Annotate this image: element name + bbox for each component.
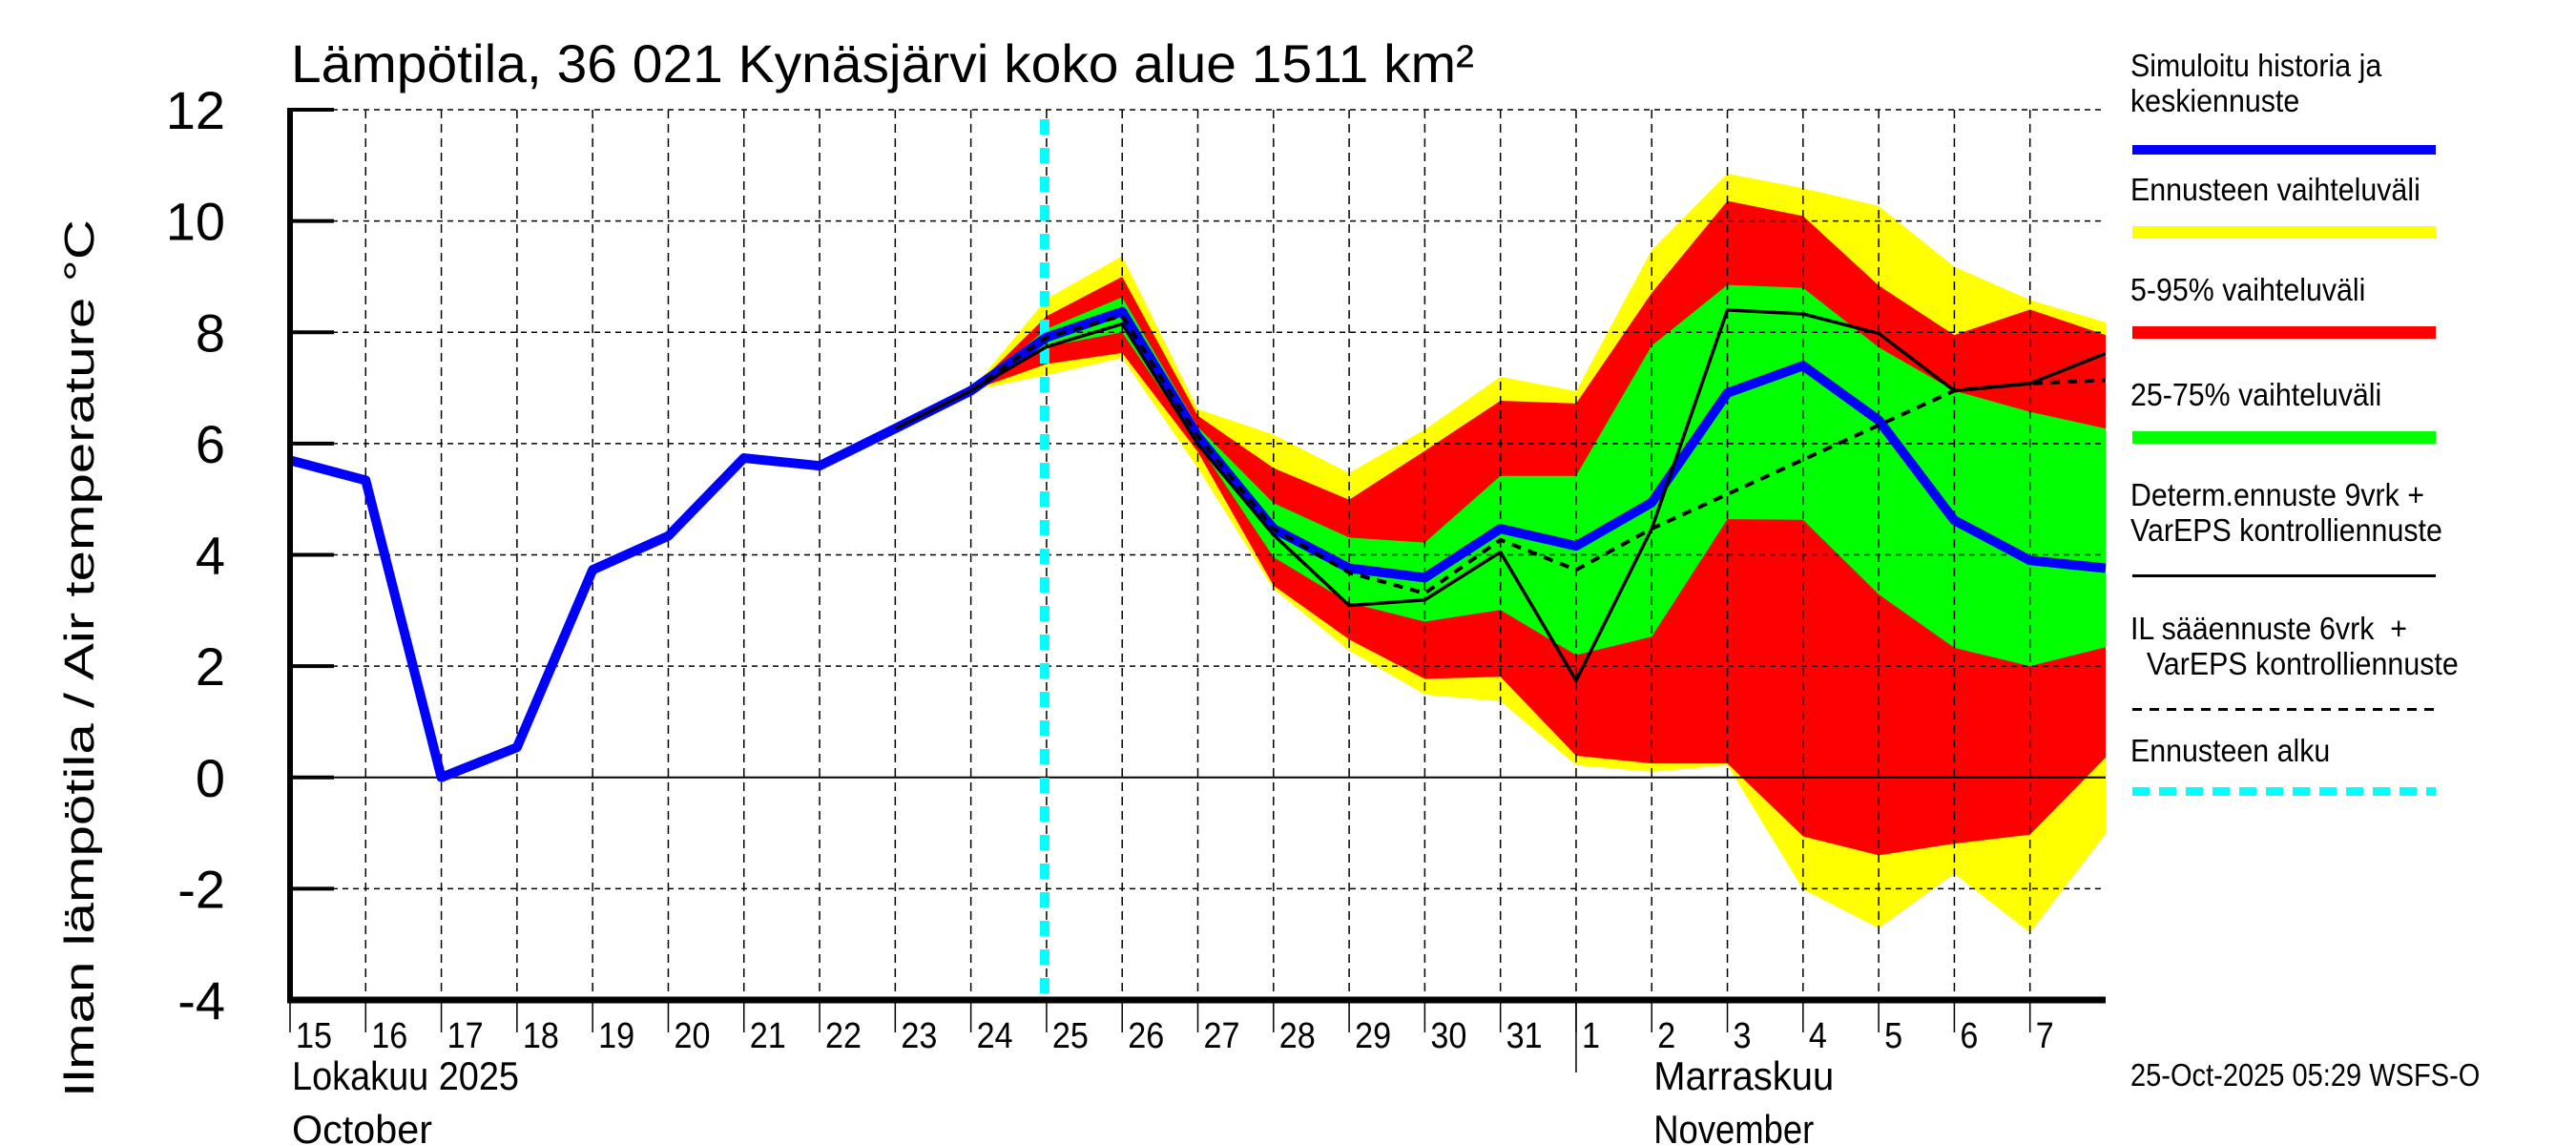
x-tick-label: 5 xyxy=(1884,1016,1902,1056)
legend-swatch xyxy=(2132,226,2436,239)
legend-item: Simuloitu historia ja keskiennuste xyxy=(2130,48,2550,155)
x-tick-label: 21 xyxy=(750,1016,786,1056)
x-tick-label: 7 xyxy=(2036,1016,2054,1056)
determ-forecast-line xyxy=(894,308,2107,683)
legend-label: Simuloitu historia ja keskiennuste xyxy=(2130,48,2382,118)
legend-label: 25-75% vaihteluväli xyxy=(2130,377,2382,412)
month-label: October xyxy=(292,1107,432,1145)
x-tick-label: 20 xyxy=(674,1016,710,1056)
x-tick-label: 16 xyxy=(371,1016,407,1056)
legend-label: Ennusteen vaihteluväli xyxy=(2130,172,2420,207)
month-label: Marraskuu xyxy=(1653,1053,1834,1098)
y-axis-label: Ilman lämpötila / Air temperature °C xyxy=(56,219,103,1097)
legend-swatch xyxy=(2132,574,2436,577)
legend-swatch xyxy=(2132,431,2436,444)
x-tick-label: 25 xyxy=(1052,1016,1089,1056)
x-tick-label: 24 xyxy=(977,1016,1013,1056)
x-tick-label: 1 xyxy=(1582,1016,1600,1056)
grid-layer xyxy=(290,109,2106,1000)
x-tick-label: 3 xyxy=(1734,1016,1752,1056)
y-tick-label: 4 xyxy=(196,526,225,586)
il-forecast-line xyxy=(969,313,2107,595)
legend-item: Ennusteen alku xyxy=(2130,733,2550,796)
x-tick-label: 6 xyxy=(1960,1016,1978,1056)
y-tick-label: 6 xyxy=(196,414,225,474)
y-tick-label: 10 xyxy=(166,192,225,252)
x-tick-label: 29 xyxy=(1355,1016,1391,1056)
x-tick-label: 15 xyxy=(296,1016,332,1056)
legend-item: Ennusteen vaihteluväli xyxy=(2130,172,2550,239)
x-tick-label: 22 xyxy=(825,1016,862,1056)
x-tick-label: 26 xyxy=(1128,1016,1164,1056)
timestamp: 25-Oct-2025 05:29 WSFS-O xyxy=(2130,1057,2481,1093)
y-tick-label: -2 xyxy=(177,859,225,919)
legend-swatch xyxy=(2132,708,2436,711)
y-tick-label: 12 xyxy=(166,80,225,140)
x-tick-label: 30 xyxy=(1430,1016,1466,1056)
x-tick-label: 2 xyxy=(1657,1016,1675,1056)
x-tick-label: 28 xyxy=(1279,1016,1316,1056)
legend-swatch xyxy=(2132,326,2436,339)
legend-label: 5-95% vaihteluväli xyxy=(2130,272,2366,307)
legend-label: Determ.ennuste 9vrk + VarEPS kontrollien… xyxy=(2130,477,2442,548)
y-tick-label: 2 xyxy=(196,636,225,697)
x-tick-label: 19 xyxy=(598,1016,634,1056)
month-label: Lokakuu 2025 xyxy=(292,1053,519,1098)
legend-item: Determ.ennuste 9vrk + VarEPS kontrollien… xyxy=(2130,477,2550,577)
month-label: November xyxy=(1653,1107,1814,1145)
y-tick-label: 0 xyxy=(196,748,225,808)
y-tick-label: -4 xyxy=(177,970,225,1030)
x-tick-label: 17 xyxy=(447,1016,484,1056)
legend-item: 5-95% vaihteluväli xyxy=(2130,272,2550,339)
legend-swatch xyxy=(2132,787,2436,796)
x-tick-label: 23 xyxy=(901,1016,937,1056)
x-tick-label: 27 xyxy=(1204,1016,1240,1056)
legend-swatch xyxy=(2132,145,2436,155)
lines-layer xyxy=(288,119,2107,996)
legend-label: IL sääennuste 6vrk + VarEPS kontrollienn… xyxy=(2130,611,2459,681)
y-tick-label: 8 xyxy=(196,302,225,363)
x-tick-label: 31 xyxy=(1506,1016,1543,1056)
chart-title: Lämpötila, 36 021 Kynäsjärvi koko alue 1… xyxy=(291,33,1474,94)
bands-layer xyxy=(970,174,2106,933)
legend-item: IL sääennuste 6vrk + VarEPS kontrollienn… xyxy=(2130,611,2550,711)
legend-item: 25-75% vaihteluväli xyxy=(2130,377,2550,444)
x-tick-label: 4 xyxy=(1809,1016,1827,1056)
x-tick-label: 18 xyxy=(523,1016,559,1056)
legend-label: Ennusteen alku xyxy=(2130,733,2331,768)
